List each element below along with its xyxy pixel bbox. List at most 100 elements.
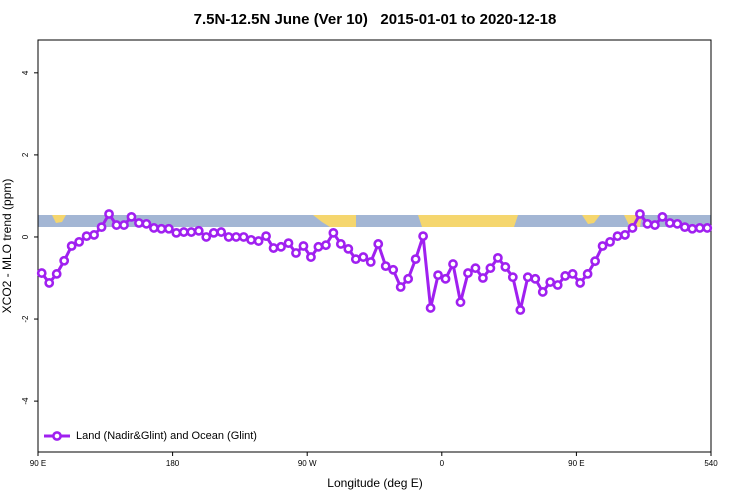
data-point: [343, 243, 354, 254]
data-point: [253, 236, 264, 246]
data-point: [306, 252, 316, 262]
data-point: [201, 232, 212, 242]
data-point: [530, 273, 541, 284]
land-patch: [313, 215, 356, 227]
y-tick-label: -4: [21, 397, 30, 405]
land-patch: [418, 215, 518, 227]
data-point: [567, 269, 578, 279]
data-point: [582, 269, 593, 279]
legend-label: Land (Nadir&Glint) and Ocean (Glint): [76, 430, 257, 442]
data-point: [380, 261, 391, 272]
data-point: [223, 232, 234, 242]
data-point: [500, 262, 511, 272]
x-tick-label: 0: [440, 459, 445, 468]
data-point: [276, 241, 286, 252]
data-point: [350, 254, 361, 265]
data-point: [283, 238, 294, 249]
data-point: [687, 223, 698, 234]
data-point: [111, 220, 122, 230]
x-tick-label: 540: [704, 459, 718, 468]
x-tick-label: 180: [166, 459, 180, 468]
data-point: [261, 231, 271, 242]
data-point: [104, 209, 114, 219]
data-point: [537, 287, 548, 297]
y-tick-label: 4: [21, 70, 30, 75]
data-point: [163, 223, 174, 234]
data-point: [440, 273, 451, 284]
data-point: [522, 272, 533, 283]
data-point: [552, 280, 563, 290]
data-point: [66, 241, 77, 251]
data-point: [463, 268, 473, 278]
data-point: [403, 273, 414, 284]
data-point: [59, 255, 70, 266]
data-point: [560, 271, 571, 281]
data-point: [134, 218, 144, 228]
data-point: [96, 222, 107, 233]
legend-marker: [52, 431, 62, 441]
data-point: [238, 232, 249, 242]
land-patch: [582, 215, 600, 224]
data-point: [216, 227, 227, 237]
data-point: [425, 303, 436, 313]
data-point: [298, 241, 309, 251]
data-point: [388, 264, 399, 275]
data-point: [410, 254, 421, 265]
data-point: [313, 241, 324, 252]
data-point: [373, 239, 384, 249]
data-point: [51, 269, 62, 279]
map-strip: [38, 215, 711, 227]
data-point: [545, 277, 556, 288]
data-point: [478, 273, 488, 283]
data-point: [395, 282, 406, 292]
data-point: [193, 225, 204, 236]
x-tick-label: 90 E: [30, 459, 46, 468]
data-point: [320, 240, 331, 251]
data-point: [515, 305, 526, 315]
data-point: [208, 227, 219, 238]
y-tick-label: 0: [21, 234, 30, 239]
data-point: [702, 223, 713, 233]
data-point: [485, 263, 496, 274]
plot-frame: [37, 39, 712, 453]
data-point: [672, 218, 683, 229]
data-point: [448, 259, 458, 269]
data-point: [650, 220, 660, 230]
x-tick-label: 90 E: [568, 459, 584, 468]
data-point: [358, 252, 369, 262]
legend: Land (Nadir&Glint) and Ocean (Glint): [44, 430, 257, 442]
data-point: [620, 230, 630, 240]
data-point: [418, 231, 429, 242]
data-point: [455, 297, 466, 308]
data-point: [89, 230, 99, 240]
data-point: [365, 257, 376, 267]
data-point: [328, 227, 339, 238]
data-point: [470, 263, 481, 274]
data-point: [664, 218, 675, 228]
data-point: [612, 231, 623, 242]
data-point: [635, 209, 645, 219]
data-point: [231, 232, 242, 242]
data-point: [36, 268, 47, 278]
data-point: [186, 227, 197, 237]
x-tick-label: 90 W: [298, 459, 317, 468]
data-point: [605, 236, 615, 247]
data-point: [141, 218, 152, 229]
data-point: [149, 223, 159, 233]
data-point: [627, 223, 638, 233]
data-point: [575, 278, 586, 288]
y-tick-label: 2: [21, 152, 30, 157]
data-point: [590, 256, 600, 267]
data-point: [291, 248, 301, 258]
data-point: [679, 222, 690, 233]
data-point: [178, 227, 189, 237]
ocean-strip: [38, 215, 711, 227]
y-tick-label: -2: [21, 315, 30, 323]
data-point: [74, 236, 85, 247]
data-point: [433, 270, 443, 281]
data-point: [492, 253, 503, 263]
data-point: [597, 241, 608, 251]
data-point: [657, 211, 668, 222]
